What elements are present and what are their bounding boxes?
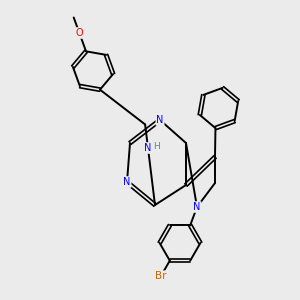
Text: N: N [123, 177, 131, 187]
Text: N: N [144, 143, 152, 153]
Text: H: H [153, 142, 160, 151]
Text: N: N [193, 202, 201, 212]
Text: O: O [76, 28, 83, 38]
Text: N: N [156, 115, 164, 125]
Text: Br: Br [155, 271, 166, 281]
